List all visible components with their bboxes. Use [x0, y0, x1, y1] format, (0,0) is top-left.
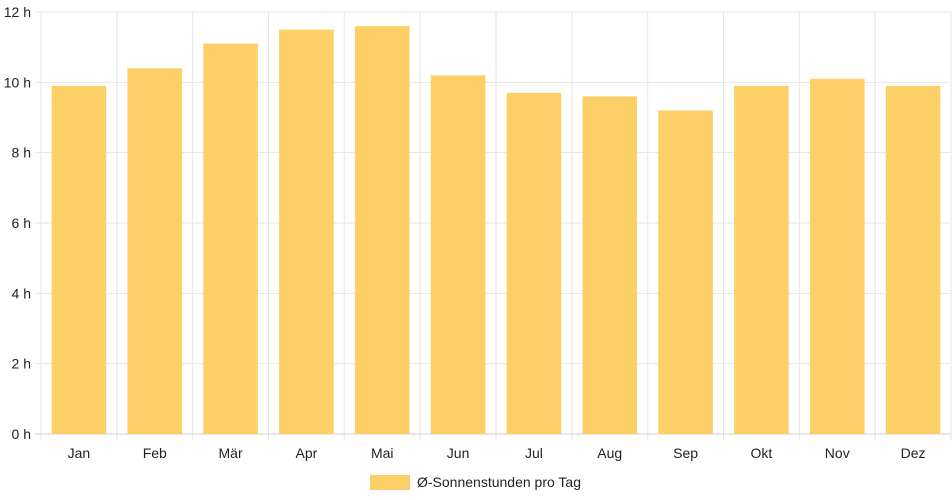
- legend-swatch[interactable]: [370, 475, 410, 490]
- legend-label[interactable]: Ø-Sonnenstunden pro Tag: [417, 474, 581, 490]
- legend[interactable]: Ø-Sonnenstunden pro Tag: [370, 474, 581, 490]
- x-tick-label: Jan: [68, 445, 91, 461]
- bar-okt[interactable]: [734, 85, 789, 434]
- bar-nov[interactable]: [809, 78, 865, 435]
- y-tick-label: 6 h: [12, 215, 31, 231]
- bar-jun[interactable]: [430, 75, 486, 435]
- bar-apr[interactable]: [279, 29, 334, 434]
- x-tick-label: Mär: [219, 445, 243, 461]
- x-tick-label: Jul: [525, 445, 543, 461]
- y-axis: 0 h 2 h 4 h 6 h 8 h 10 h 12 h: [4, 4, 31, 442]
- x-tick-label: Sep: [673, 445, 698, 461]
- x-tick-label: Aug: [597, 445, 622, 461]
- y-tick-label: 8 h: [12, 145, 31, 161]
- bar-mai[interactable]: [354, 26, 410, 435]
- y-tick-label: 12 h: [4, 4, 31, 20]
- bar-mär[interactable]: [203, 43, 258, 435]
- x-tick-label: Mai: [371, 445, 394, 461]
- x-tick-label: Nov: [825, 445, 850, 461]
- x-tick-label: Dez: [901, 445, 926, 461]
- y-tick-label: 2 h: [12, 356, 31, 372]
- bar-aug[interactable]: [582, 96, 638, 435]
- x-axis: Jan Feb Mär Apr Mai Jun Jul Aug Sep Okt Nov Dez: [68, 445, 926, 461]
- grid: [35, 11, 952, 440]
- bars: [51, 26, 941, 435]
- x-tick-label: Okt: [751, 445, 773, 461]
- x-tick-label: Feb: [143, 445, 167, 461]
- y-tick-label: 4 h: [12, 285, 31, 301]
- bar-jan[interactable]: [51, 85, 107, 434]
- x-tick-label: Jun: [447, 445, 470, 461]
- x-tick-label: Apr: [296, 445, 318, 461]
- bar-feb[interactable]: [127, 68, 183, 435]
- y-tick-label: 10 h: [4, 74, 31, 90]
- bar-sep[interactable]: [658, 110, 713, 434]
- bar-jul[interactable]: [506, 92, 562, 434]
- y-tick-label: 0 h: [12, 426, 31, 442]
- bar-dez[interactable]: [885, 85, 941, 434]
